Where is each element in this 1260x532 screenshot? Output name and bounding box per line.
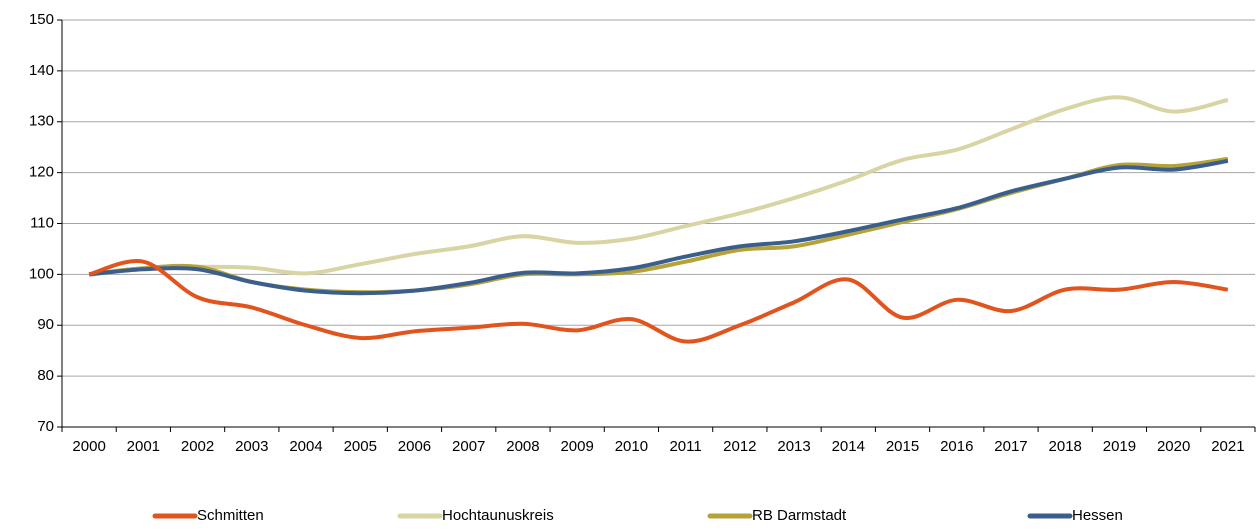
x-tick-label: 2006 (398, 438, 431, 455)
x-tick-label: 2020 (1157, 438, 1190, 455)
line (88, 259, 1229, 344)
legend-label: Hochtaunuskreis (442, 507, 554, 524)
x-tick-label: 2008 (506, 438, 539, 455)
y-tick-label: 100 (29, 265, 54, 282)
x-tick-label: 2002 (181, 438, 214, 455)
y-tick-label: 70 (37, 418, 54, 435)
y-tick-label: 130 (29, 113, 54, 130)
x-tick-label: 2018 (1049, 438, 1082, 455)
x-tick-label: 2013 (777, 438, 810, 455)
y-tick-label: 120 (29, 164, 54, 181)
x-tick-label: 2010 (615, 438, 648, 455)
x-tick-label: 2003 (235, 438, 268, 455)
x-tick-label: 2015 (886, 438, 919, 455)
y-tick-label: 140 (29, 62, 54, 79)
y-tick-label: 80 (37, 367, 54, 384)
line (88, 158, 1229, 296)
x-tick-label: 2016 (940, 438, 973, 455)
x-tick-label: 2019 (1103, 438, 1136, 455)
y-tick-label: 110 (30, 214, 54, 231)
x-tick-label: 2001 (127, 438, 160, 455)
x-tick-label: 2021 (1211, 438, 1244, 455)
x-tick-label: 2011 (669, 438, 701, 455)
legend-label: Schmitten (197, 507, 264, 524)
x-tick-label: 2007 (452, 438, 485, 455)
legend-label: RB Darmstadt (752, 507, 847, 524)
x-tick-label: 2009 (560, 438, 593, 455)
x-tick-label: 2017 (994, 438, 1027, 455)
legend-label: Hessen (1072, 507, 1123, 524)
x-tick-label: 2004 (289, 438, 322, 455)
y-tick-label: 90 (37, 316, 54, 333)
x-tick-label: 2000 (72, 438, 105, 455)
x-tick-label: 2014 (832, 438, 865, 455)
y-tick-label: 150 (29, 11, 54, 28)
line (88, 95, 1229, 277)
x-tick-label: 2012 (723, 438, 756, 455)
x-tick-label: 2005 (344, 438, 377, 455)
